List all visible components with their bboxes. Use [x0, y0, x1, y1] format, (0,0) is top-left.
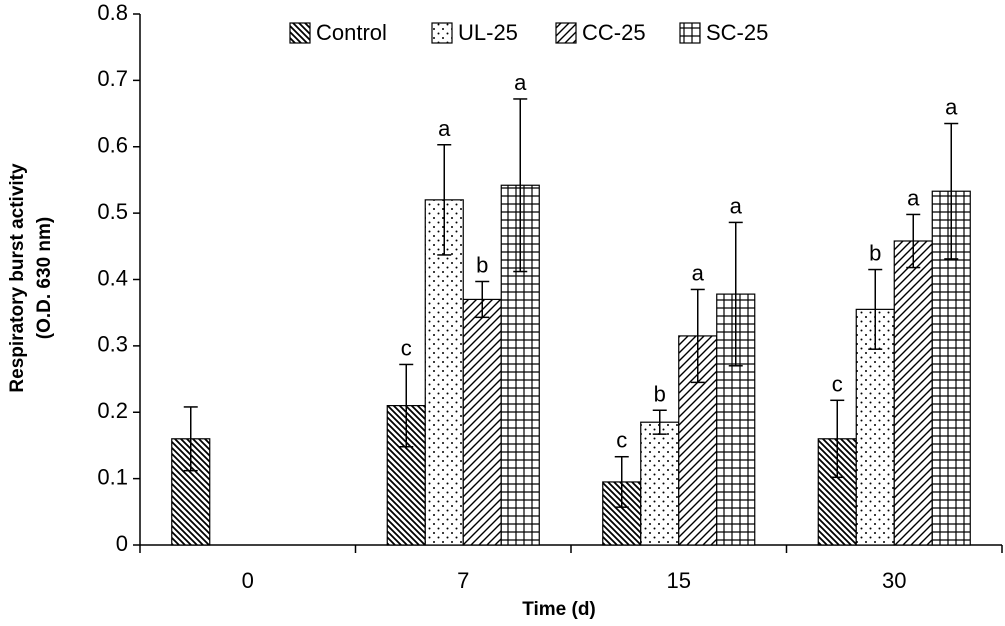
bar-control — [602, 481, 642, 546]
significance-label: c — [832, 371, 843, 396]
significance-label: a — [730, 193, 743, 218]
bar-ul-25 — [424, 199, 464, 546]
significance-label: c — [401, 335, 412, 360]
significance-label: b — [476, 252, 488, 277]
x-axis: 0 7 15 30 — [139, 544, 1003, 593]
legend-label: Control — [316, 20, 387, 45]
x-axis-label: Time (d) — [522, 599, 596, 620]
bar-ul-25 — [640, 421, 680, 546]
y-tick-label: 0.5 — [97, 199, 128, 224]
significance-label: a — [692, 260, 705, 285]
bar-control — [171, 438, 211, 546]
x-tick-label: 7 — [457, 568, 469, 593]
y-tick-label: 0.3 — [97, 332, 128, 357]
y-tick-label: 0.4 — [97, 265, 128, 290]
y-tick-label: 0.6 — [97, 133, 128, 158]
y-axis-label: Respiratory burst activity — [7, 163, 28, 393]
significance-label: a — [514, 70, 527, 95]
y-tick-label: 0.8 — [97, 0, 128, 25]
legend-swatch-cc-25 — [555, 22, 577, 44]
y-tick-label: 0.7 — [97, 66, 128, 91]
legend-swatch-control — [289, 22, 311, 44]
plot-area: c c c a b b b a a a a a — [171, 70, 971, 546]
significance-label: b — [654, 381, 666, 406]
x-tick-label: 15 — [667, 568, 691, 593]
significance-label: b — [869, 241, 881, 266]
y-tick-label: 0.1 — [97, 464, 128, 489]
x-tick-label: 0 — [242, 568, 254, 593]
legend-label: SC-25 — [706, 20, 768, 45]
bar-cc-25 — [462, 298, 502, 546]
legend-swatch-ul-25 — [431, 22, 453, 44]
y-tick-label: 0.2 — [97, 398, 128, 423]
bar-cc-25 — [893, 240, 933, 546]
significance-label: a — [438, 116, 451, 141]
significance-label: a — [907, 185, 920, 210]
significance-label: a — [945, 95, 958, 120]
significance-label: c — [616, 428, 627, 453]
y-axis: 0 0.1 0.2 0.3 0.4 0.5 0.6 0.7 0.8 — [97, 0, 141, 556]
x-tick-label: 30 — [882, 568, 906, 593]
y-axis-label-unit: (O.D. 630 nm) — [34, 217, 55, 339]
legend-label: CC-25 — [582, 20, 646, 45]
legend-swatch-sc-25 — [679, 22, 701, 44]
y-tick-label: 0 — [116, 531, 128, 556]
legend-label: UL-25 — [458, 20, 518, 45]
legend: Control UL-25 CC-25 SC-25 — [289, 20, 768, 45]
